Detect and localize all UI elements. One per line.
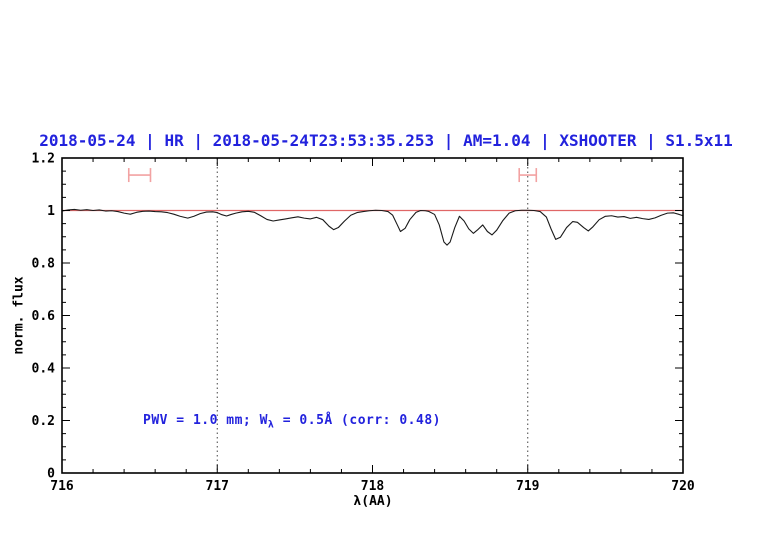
y-tick-label: 0 — [47, 467, 55, 482]
pwv-annotation-pre: PWV = 1.0 mm; W — [143, 413, 268, 428]
pwv-annotation-post: = 0.5Å (corr: 0.48) — [274, 413, 441, 428]
y-axis-label: norm. flux — [11, 276, 27, 355]
x-tick-label: 717 — [206, 479, 229, 494]
x-tick-label: 716 — [50, 479, 74, 494]
x-tick-label: 719 — [516, 479, 539, 494]
x-tick-label: 720 — [671, 479, 695, 494]
pwv-annotation: PWV = 1.0 mm; Wλ = 0.5Å (corr: 0.48) — [143, 413, 441, 431]
plot-title: 2018-05-24 | HR | 2018-05-24T23:53:35.25… — [39, 131, 733, 150]
x-axis-label: λ(AA) — [353, 494, 393, 509]
y-tick-label: 0.4 — [32, 362, 56, 377]
x-tick-label: 718 — [361, 479, 385, 494]
y-tick-label: 0.6 — [32, 309, 56, 324]
y-tick-label: 0.8 — [32, 257, 56, 272]
y-tick-label: 0.2 — [32, 414, 55, 429]
spectrum-curve — [61, 208, 684, 246]
pwv-annotation-sub: λ — [267, 419, 275, 431]
y-tick-label: 1 — [47, 204, 55, 219]
y-tick-label: 1.2 — [32, 152, 55, 167]
